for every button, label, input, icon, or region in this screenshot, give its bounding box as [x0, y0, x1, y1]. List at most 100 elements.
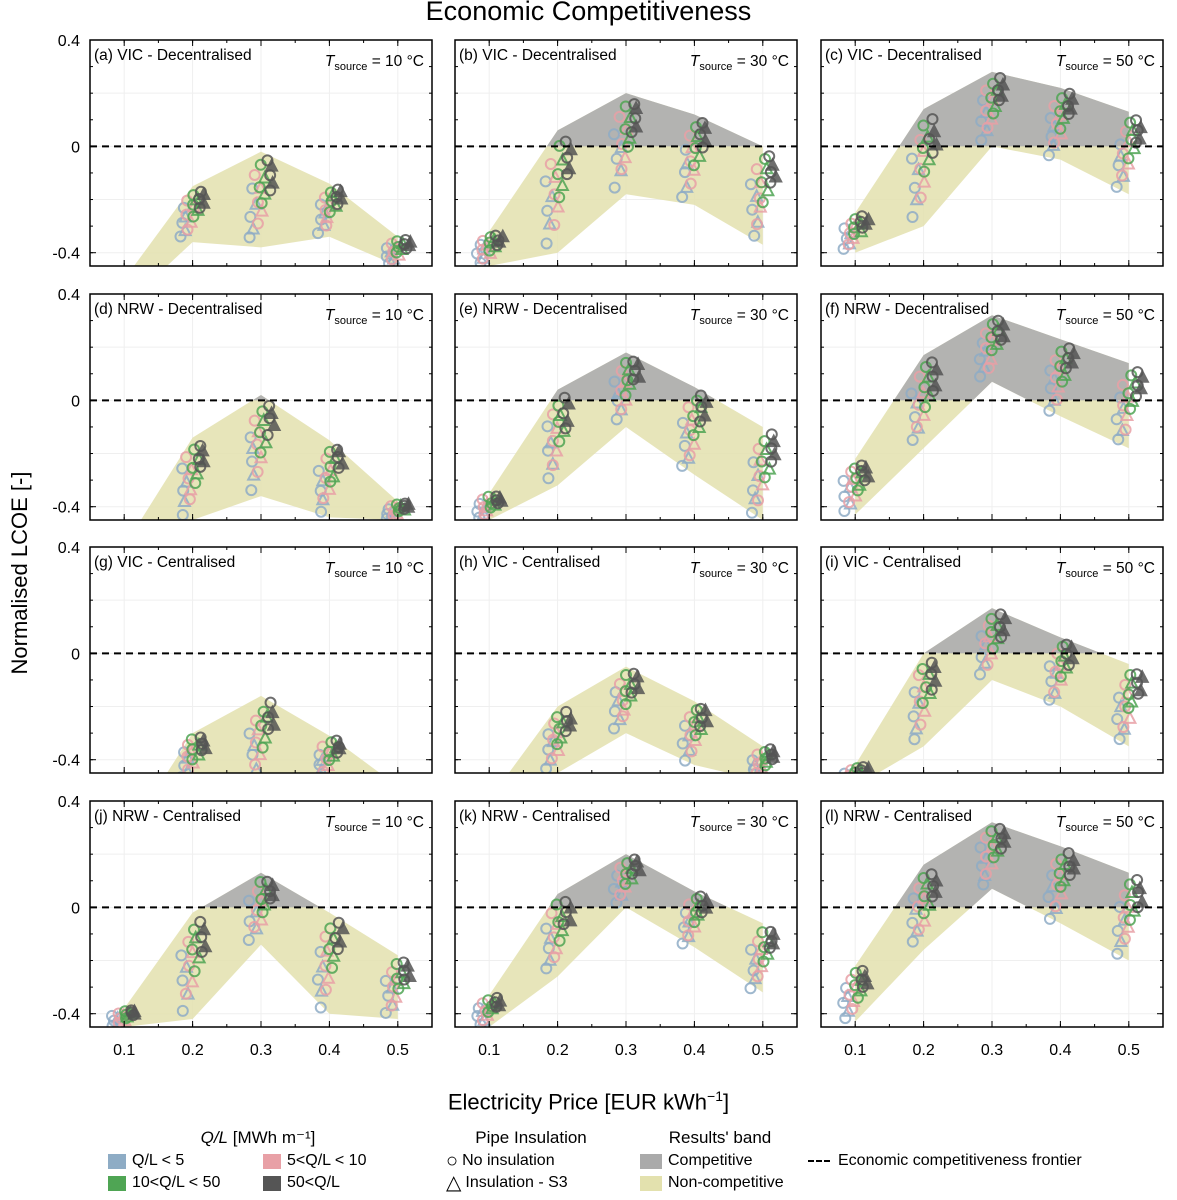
- marker-circle: [110, 858, 120, 868]
- marker-circle: [127, 841, 137, 851]
- marker-triangle: [119, 843, 130, 854]
- legend-pipe-item: ○ No insulation: [446, 1151, 616, 1171]
- legend-frontier-item: Economic competitiveness frontier: [808, 1152, 1108, 1170]
- marker-circle: [319, 983, 332, 996]
- marker-circle: [917, 119, 930, 132]
- marker-triangle: [845, 776, 856, 787]
- marker-circle: [613, 110, 626, 123]
- marker-circle: [619, 877, 632, 890]
- marker-circle: [744, 982, 757, 995]
- marker-circle: [1113, 733, 1126, 746]
- t-value: = 50 °C: [1098, 307, 1155, 324]
- marker-triangle: [483, 245, 498, 259]
- panel-label: (c) VIC - Decentralised: [825, 47, 982, 64]
- x-tick-label: 0.5: [1118, 1042, 1140, 1059]
- marker-triangle: [545, 456, 560, 470]
- panel-label: (e) NRW - Decentralised: [459, 301, 628, 318]
- marker-circle: [183, 493, 196, 506]
- y-tick-label: 0.4: [58, 287, 80, 304]
- marker-circle: [188, 965, 201, 978]
- marker-circle: [1123, 913, 1136, 926]
- legend-band-item: Competitive: [640, 1152, 800, 1170]
- marker-triangle: [326, 948, 341, 962]
- marker-circle: [552, 916, 565, 929]
- marker-circle: [255, 719, 268, 732]
- marker-triangle: [130, 277, 141, 288]
- legend-ql-header-unit: [MWh m⁻¹]: [228, 1128, 316, 1147]
- legend-swatch-competitive: [640, 1153, 662, 1169]
- marker-circle: [553, 191, 566, 204]
- band-noncompetitive: [140, 395, 398, 520]
- t-subscript: source: [334, 822, 367, 834]
- marker-circle: [614, 888, 627, 901]
- chart-panel: 0.4 0 -0.4 (g) VIC - Centralised Tsource = 1…: [52, 540, 433, 868]
- chart-panel: (c) VIC - Decentralised Tsource = 50 °C: [820, 39, 1164, 267]
- marker-circle: [113, 856, 123, 866]
- t-symbol: T: [1056, 53, 1067, 70]
- marker-circle: [746, 203, 759, 216]
- t-subscript: source: [334, 315, 367, 327]
- marker-circle: [916, 663, 929, 676]
- marker-circle: [625, 126, 638, 139]
- marker-circle: [919, 401, 932, 414]
- marker-circle: [249, 758, 262, 771]
- marker-triangle: [251, 721, 266, 736]
- band-noncompetitive: [508, 666, 763, 773]
- marker-triangle: [631, 369, 647, 383]
- marker-circle: [838, 505, 851, 518]
- marker-triangle: [129, 282, 140, 293]
- t-value: = 10 °C: [367, 307, 424, 324]
- dashed-line-icon: [808, 1160, 830, 1162]
- marker-circle: [676, 737, 689, 750]
- marker-circle: [544, 158, 557, 171]
- marker-triangle: [979, 122, 995, 137]
- marker-circle: [608, 128, 621, 141]
- marker-circle: [846, 777, 856, 787]
- marker-triangle: [1120, 685, 1135, 700]
- marker-circle: [331, 943, 344, 956]
- marker-triangle: [612, 711, 628, 726]
- t-subscript: source: [334, 61, 367, 73]
- marker-circle: [251, 465, 264, 478]
- marker-circle: [748, 229, 761, 242]
- marker-triangle: [611, 692, 626, 707]
- marker-triangle: [111, 288, 122, 299]
- marker-circle: [918, 165, 931, 178]
- marker-circle: [1132, 687, 1145, 700]
- band-noncompetitive: [124, 872, 398, 1027]
- marker-circle: [923, 132, 936, 145]
- t-symbol: T: [690, 560, 701, 577]
- marker-triangle: [124, 280, 135, 291]
- marker-circle: [985, 91, 998, 104]
- marker-triangle: [613, 162, 629, 177]
- marker-triangle: [402, 785, 413, 796]
- legend-swatch-dark: [263, 1175, 281, 1191]
- marker-circle: [315, 770, 325, 773]
- marker-circle: [926, 384, 939, 397]
- marker-circle: [126, 277, 136, 287]
- marker-circle: [541, 420, 554, 433]
- marker-circle: [388, 802, 398, 812]
- marker-circle: [926, 113, 939, 126]
- panel-plot-area: [90, 40, 432, 299]
- marker-circle: [684, 177, 697, 190]
- marker-circle: [120, 843, 130, 853]
- marker-circle: [177, 771, 186, 773]
- marker-circle: [627, 373, 640, 386]
- marker-circle: [676, 191, 689, 204]
- marker-circle: [248, 168, 261, 181]
- legend-pipe-label: No insulation: [462, 1152, 555, 1169]
- marker-triangle: [760, 182, 775, 197]
- marker-circle: [311, 973, 324, 986]
- marker-circle: [608, 722, 621, 735]
- panel-label: (h) VIC - Centralised: [459, 554, 600, 571]
- legend-band-item: Non-competitive: [640, 1174, 800, 1192]
- marker-circle: [194, 915, 207, 928]
- panel-plot-area: [455, 294, 797, 520]
- marker-triangle: [845, 471, 861, 485]
- x-axis-label: Electricity Price [EUR kWh−1]: [300, 1088, 877, 1115]
- x-tick-label: 0.4: [1049, 1042, 1071, 1059]
- y-tick-label: 0.4: [58, 794, 80, 811]
- t-symbol: T: [690, 53, 701, 70]
- y-tick-label: 0: [71, 646, 80, 663]
